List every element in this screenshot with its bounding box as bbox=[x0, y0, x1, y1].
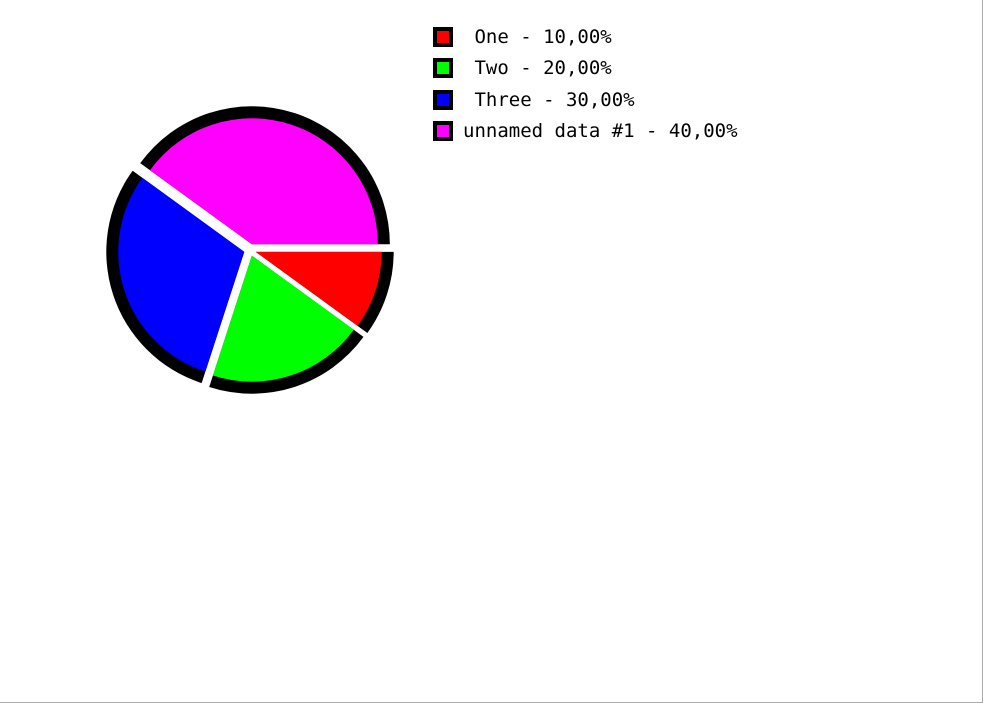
legend-label-two: Two - 20,00% bbox=[463, 57, 612, 80]
legend-label-unnamed-data-1: unnamed data #1 - 40,00% bbox=[463, 119, 738, 142]
legend-label-one: One - 10,00% bbox=[463, 26, 612, 48]
legend-swatch-one bbox=[433, 27, 453, 47]
pie-slice-two bbox=[209, 255, 364, 394]
pie-slice-fill-one bbox=[255, 251, 382, 326]
pie-slice-fill-unnamed-data-1 bbox=[149, 118, 378, 245]
pie-slice-fill-three bbox=[118, 177, 245, 372]
pie-slice-one bbox=[255, 251, 394, 333]
pie-slice-three bbox=[106, 170, 245, 384]
legend-swatch-three bbox=[433, 89, 453, 110]
pie-slice-unnamed-data-1 bbox=[140, 106, 390, 245]
legend-label-three: Three - 30,00% bbox=[463, 88, 635, 111]
legend-swatch-unnamed-data-1 bbox=[433, 120, 453, 141]
pie-slice-fill-two bbox=[212, 255, 354, 382]
legend-swatch-two bbox=[433, 58, 453, 79]
